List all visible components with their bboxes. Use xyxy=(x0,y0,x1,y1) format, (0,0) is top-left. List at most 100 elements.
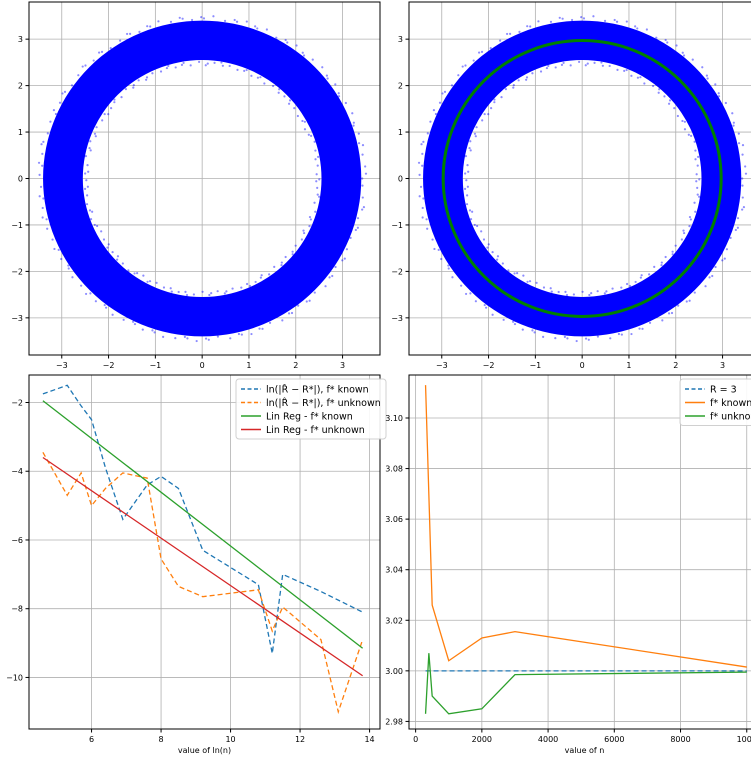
scatter-point xyxy=(301,51,304,54)
scatter-point xyxy=(54,112,58,116)
scatter-point xyxy=(537,20,540,23)
scatter-point xyxy=(42,197,45,200)
scatter-point xyxy=(201,290,204,293)
scatter-point xyxy=(354,228,357,232)
x-tick-label: 0 xyxy=(200,361,205,370)
scatter-point xyxy=(128,32,132,35)
scatter-point xyxy=(658,88,661,91)
scatter-point xyxy=(344,101,347,105)
scatter-point xyxy=(146,25,149,28)
scatter-point xyxy=(675,44,678,47)
scatter-point xyxy=(280,261,283,264)
scatter-point xyxy=(89,292,92,295)
y-tick-label: 3.02 xyxy=(385,616,403,625)
scatter-point xyxy=(489,47,492,50)
scatter-point xyxy=(41,164,44,167)
scatter-point xyxy=(177,290,180,294)
scatter-point xyxy=(170,290,173,293)
scatter-point xyxy=(132,86,135,89)
scatter-point xyxy=(426,227,429,230)
x-tick-label: 6 xyxy=(89,735,94,744)
scatter-point xyxy=(562,61,565,64)
scatter-point xyxy=(287,102,291,105)
scatter-point xyxy=(42,140,45,143)
scatter-point xyxy=(308,224,311,228)
scatter-point xyxy=(420,143,423,146)
scatter-point xyxy=(693,201,696,204)
scatter-point xyxy=(696,193,699,196)
scatter-point xyxy=(729,236,732,239)
scatter-point xyxy=(132,84,135,87)
scatter-point xyxy=(165,66,169,70)
scatter-point xyxy=(421,216,424,219)
scatter-point xyxy=(558,16,561,19)
scatter-point xyxy=(625,68,628,72)
scatter-point xyxy=(695,173,698,176)
scatter-point xyxy=(303,128,307,131)
scatter-point xyxy=(714,265,717,269)
scatter-point xyxy=(314,149,317,152)
scatter-point xyxy=(636,27,639,30)
plot-area xyxy=(417,15,748,343)
x-tick-label: −3 xyxy=(56,361,68,370)
scatter-point xyxy=(324,285,327,288)
scatter-point xyxy=(418,173,421,176)
scatter-point xyxy=(106,246,109,249)
scatter-point xyxy=(245,282,249,286)
scatter-point xyxy=(588,293,591,297)
scatter-point xyxy=(316,193,319,196)
scatter-point xyxy=(294,244,297,247)
legend: R = 3 f* known f* unknown xyxy=(679,378,751,426)
scatter-point xyxy=(663,95,666,98)
scatter-point xyxy=(496,255,500,258)
scatter-point xyxy=(542,335,545,339)
scatter-point xyxy=(142,274,145,277)
x-tick-label: −1 xyxy=(149,361,161,370)
scatter-point xyxy=(136,272,139,275)
scatter-point xyxy=(105,306,108,309)
scatter-point xyxy=(61,92,64,95)
scatter-point xyxy=(352,121,355,124)
scatter-point xyxy=(467,170,470,173)
scatter-point xyxy=(67,267,70,270)
scatter-point xyxy=(421,164,424,167)
scatter-point xyxy=(94,135,97,138)
scatter-point xyxy=(741,208,744,211)
scatter-point xyxy=(195,339,198,343)
scatter-point xyxy=(283,95,286,98)
scatter-point xyxy=(207,338,210,341)
scatter-point xyxy=(233,18,236,22)
scatter-point xyxy=(88,209,92,212)
scatter-point xyxy=(316,164,319,167)
scatter-point xyxy=(531,329,534,332)
scatter-point xyxy=(688,224,691,228)
x-tick-label: 3 xyxy=(340,361,345,370)
scatter-point xyxy=(697,155,700,158)
scatter-point xyxy=(275,36,278,39)
y-tick-label: 3.06 xyxy=(385,515,403,524)
scatter-point xyxy=(261,327,264,330)
scatter-point xyxy=(208,293,211,297)
x-tick-label: 1 xyxy=(626,361,631,370)
scatter-point xyxy=(221,64,224,67)
scatter-point xyxy=(291,250,294,253)
y-tick-label: 2.98 xyxy=(385,717,403,726)
scatter-point xyxy=(694,149,697,152)
y-tick-label: −1 xyxy=(11,221,23,230)
scatter-point xyxy=(284,38,287,42)
scatter-point xyxy=(92,59,95,62)
scatter-point xyxy=(149,25,152,28)
scatter-point xyxy=(603,19,607,22)
legend-box xyxy=(235,378,387,440)
scatter-point xyxy=(468,146,471,150)
scatter-point xyxy=(268,273,271,276)
scatter-point xyxy=(491,250,494,254)
scatter-point xyxy=(362,206,366,209)
scatter-point xyxy=(190,18,194,22)
scatter-point xyxy=(592,15,595,18)
scatter-point xyxy=(103,112,106,116)
scatter-point xyxy=(133,322,137,326)
scatter-point xyxy=(38,173,41,176)
scatter-point xyxy=(337,95,341,98)
